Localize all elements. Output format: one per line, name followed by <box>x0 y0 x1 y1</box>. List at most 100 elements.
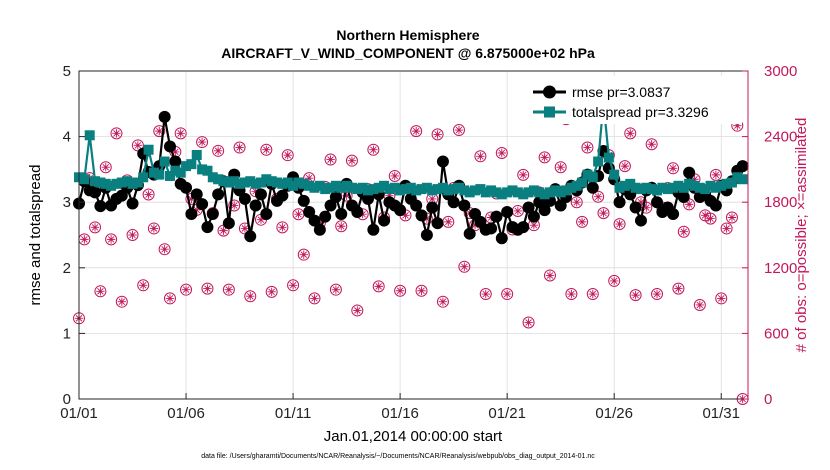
rmse-point <box>89 186 102 199</box>
totalspread-point <box>593 156 604 167</box>
obs-possible-marker <box>131 139 144 152</box>
obs-possible-marker <box>335 220 348 233</box>
legend-spread-label: totalspread pr=3.3296 <box>572 104 709 120</box>
rmse-point <box>667 208 680 221</box>
obs-assimilated-marker <box>85 173 94 183</box>
totalspread-point <box>416 184 427 195</box>
y-axis-label-right: # of obs: o=possible; ×=assimilated <box>793 118 810 353</box>
rmse-point <box>538 204 551 217</box>
obs-assimilated-marker <box>278 223 287 232</box>
obs-possible-marker <box>410 125 423 138</box>
rmse-point <box>249 199 262 212</box>
obs-assimilated-marker <box>96 287 105 296</box>
totalspread-point <box>395 185 406 196</box>
y-right-tick-label: 1800 <box>764 194 797 211</box>
rmse-point <box>190 188 203 201</box>
obs-assimilated-marker <box>476 152 485 161</box>
obs-assimilated-marker <box>144 190 153 199</box>
totalspread-point <box>684 178 695 189</box>
rmse-point <box>677 190 690 203</box>
obs-possible-marker <box>415 284 428 297</box>
legend-box <box>528 76 742 124</box>
totalspread-point <box>234 178 245 189</box>
obs-assimilated-marker <box>395 286 405 295</box>
obs-assimilated-marker <box>700 211 710 220</box>
obs-assimilated-marker <box>224 285 234 294</box>
obs-possible-marker <box>725 211 738 224</box>
rmse-point <box>431 217 444 230</box>
obs-assimilated-marker <box>717 294 726 303</box>
totalspread-point <box>486 185 497 196</box>
obs-assimilated-marker <box>583 143 592 152</box>
totalspread-point <box>207 172 218 183</box>
axis-ticks: 01/01 01/06 01/11 01/16 01/21 01/26 01/31 0 1 2 3 4… <box>60 63 797 422</box>
obs-assimilated-marker <box>417 286 426 295</box>
totalspread-point <box>443 185 454 196</box>
rmse-point <box>163 140 176 153</box>
x-tick-label: 01/26 <box>595 405 633 422</box>
rmse-point <box>308 214 321 227</box>
rmse-point <box>185 208 198 221</box>
obs-assimilated-marker <box>342 191 351 200</box>
totalspread-point <box>641 182 652 193</box>
totalspread-point <box>229 176 240 187</box>
obs-assimilated-marker <box>626 129 635 138</box>
totalspread-point <box>272 177 283 188</box>
obs-assimilated-marker <box>593 192 603 201</box>
y-tick-label: 0 <box>63 391 71 408</box>
obs-possible-marker <box>586 288 599 301</box>
obs-assimilated-marker <box>176 129 185 138</box>
rmse-point <box>196 198 209 211</box>
rmse-point <box>313 223 326 236</box>
totalspread-point <box>737 174 748 185</box>
obs-assimilated-marker <box>192 205 201 215</box>
totalspread-point <box>298 178 309 189</box>
totalspread-point <box>255 177 266 188</box>
rmse-point <box>394 204 407 217</box>
obs-assimilated-marker <box>722 224 731 233</box>
legend-rmse-marker <box>543 85 556 99</box>
legend-rmse-label: rmse pr=3.0837 <box>572 84 671 100</box>
totalspread-point <box>705 180 716 191</box>
totalspread-point <box>341 180 352 191</box>
totalspread-point <box>357 182 368 193</box>
rmse-point <box>254 188 267 201</box>
obs-assimilated-marker <box>733 121 742 130</box>
totalspread-point <box>577 177 588 188</box>
obs-assimilated-marker <box>668 164 678 173</box>
rmse-point <box>485 222 498 235</box>
rmse-point <box>420 229 433 241</box>
obs-assimilated-marker <box>529 220 539 230</box>
obs-possible-marker <box>704 212 717 225</box>
rmse-point <box>495 232 508 245</box>
y-tick-label: 5 <box>63 63 71 80</box>
obs-assimilated-marker <box>347 156 357 165</box>
totalspread-point <box>421 182 432 193</box>
totalspread-point <box>84 130 95 141</box>
obs-possible-marker <box>260 143 273 156</box>
rmse-point <box>238 192 251 205</box>
totalspread-point <box>181 161 192 172</box>
rmse-point <box>362 192 375 205</box>
obs-assimilated-marker <box>80 235 89 244</box>
obs-assimilated-marker <box>181 285 191 294</box>
totalspread-point <box>635 184 646 195</box>
totalspread-point <box>164 170 175 181</box>
obs-assimilated-marker <box>251 187 260 196</box>
obs-possible-marker <box>565 288 578 301</box>
obs-possible-marker <box>153 125 166 138</box>
totalspread-point <box>437 182 448 193</box>
totalspread-point <box>625 178 636 189</box>
obs-possible-marker <box>276 221 289 234</box>
obs-possible-marker <box>394 284 407 297</box>
obs-assimilated-marker <box>256 215 266 224</box>
totalspread-point <box>480 187 491 198</box>
totalspread-point <box>304 180 315 191</box>
obs-assimilated-marker <box>684 200 694 209</box>
totalspread-point <box>261 174 272 185</box>
obs-assimilated-marker <box>556 163 565 172</box>
obs-assimilated-marker <box>155 126 164 136</box>
totalspread-point <box>288 180 299 191</box>
obs-possible-marker <box>287 279 300 292</box>
